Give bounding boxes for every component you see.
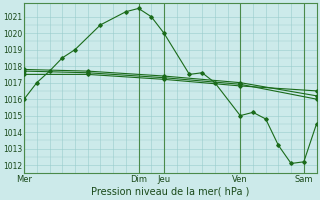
X-axis label: Pression niveau de la mer( hPa ): Pression niveau de la mer( hPa ) xyxy=(91,187,250,197)
